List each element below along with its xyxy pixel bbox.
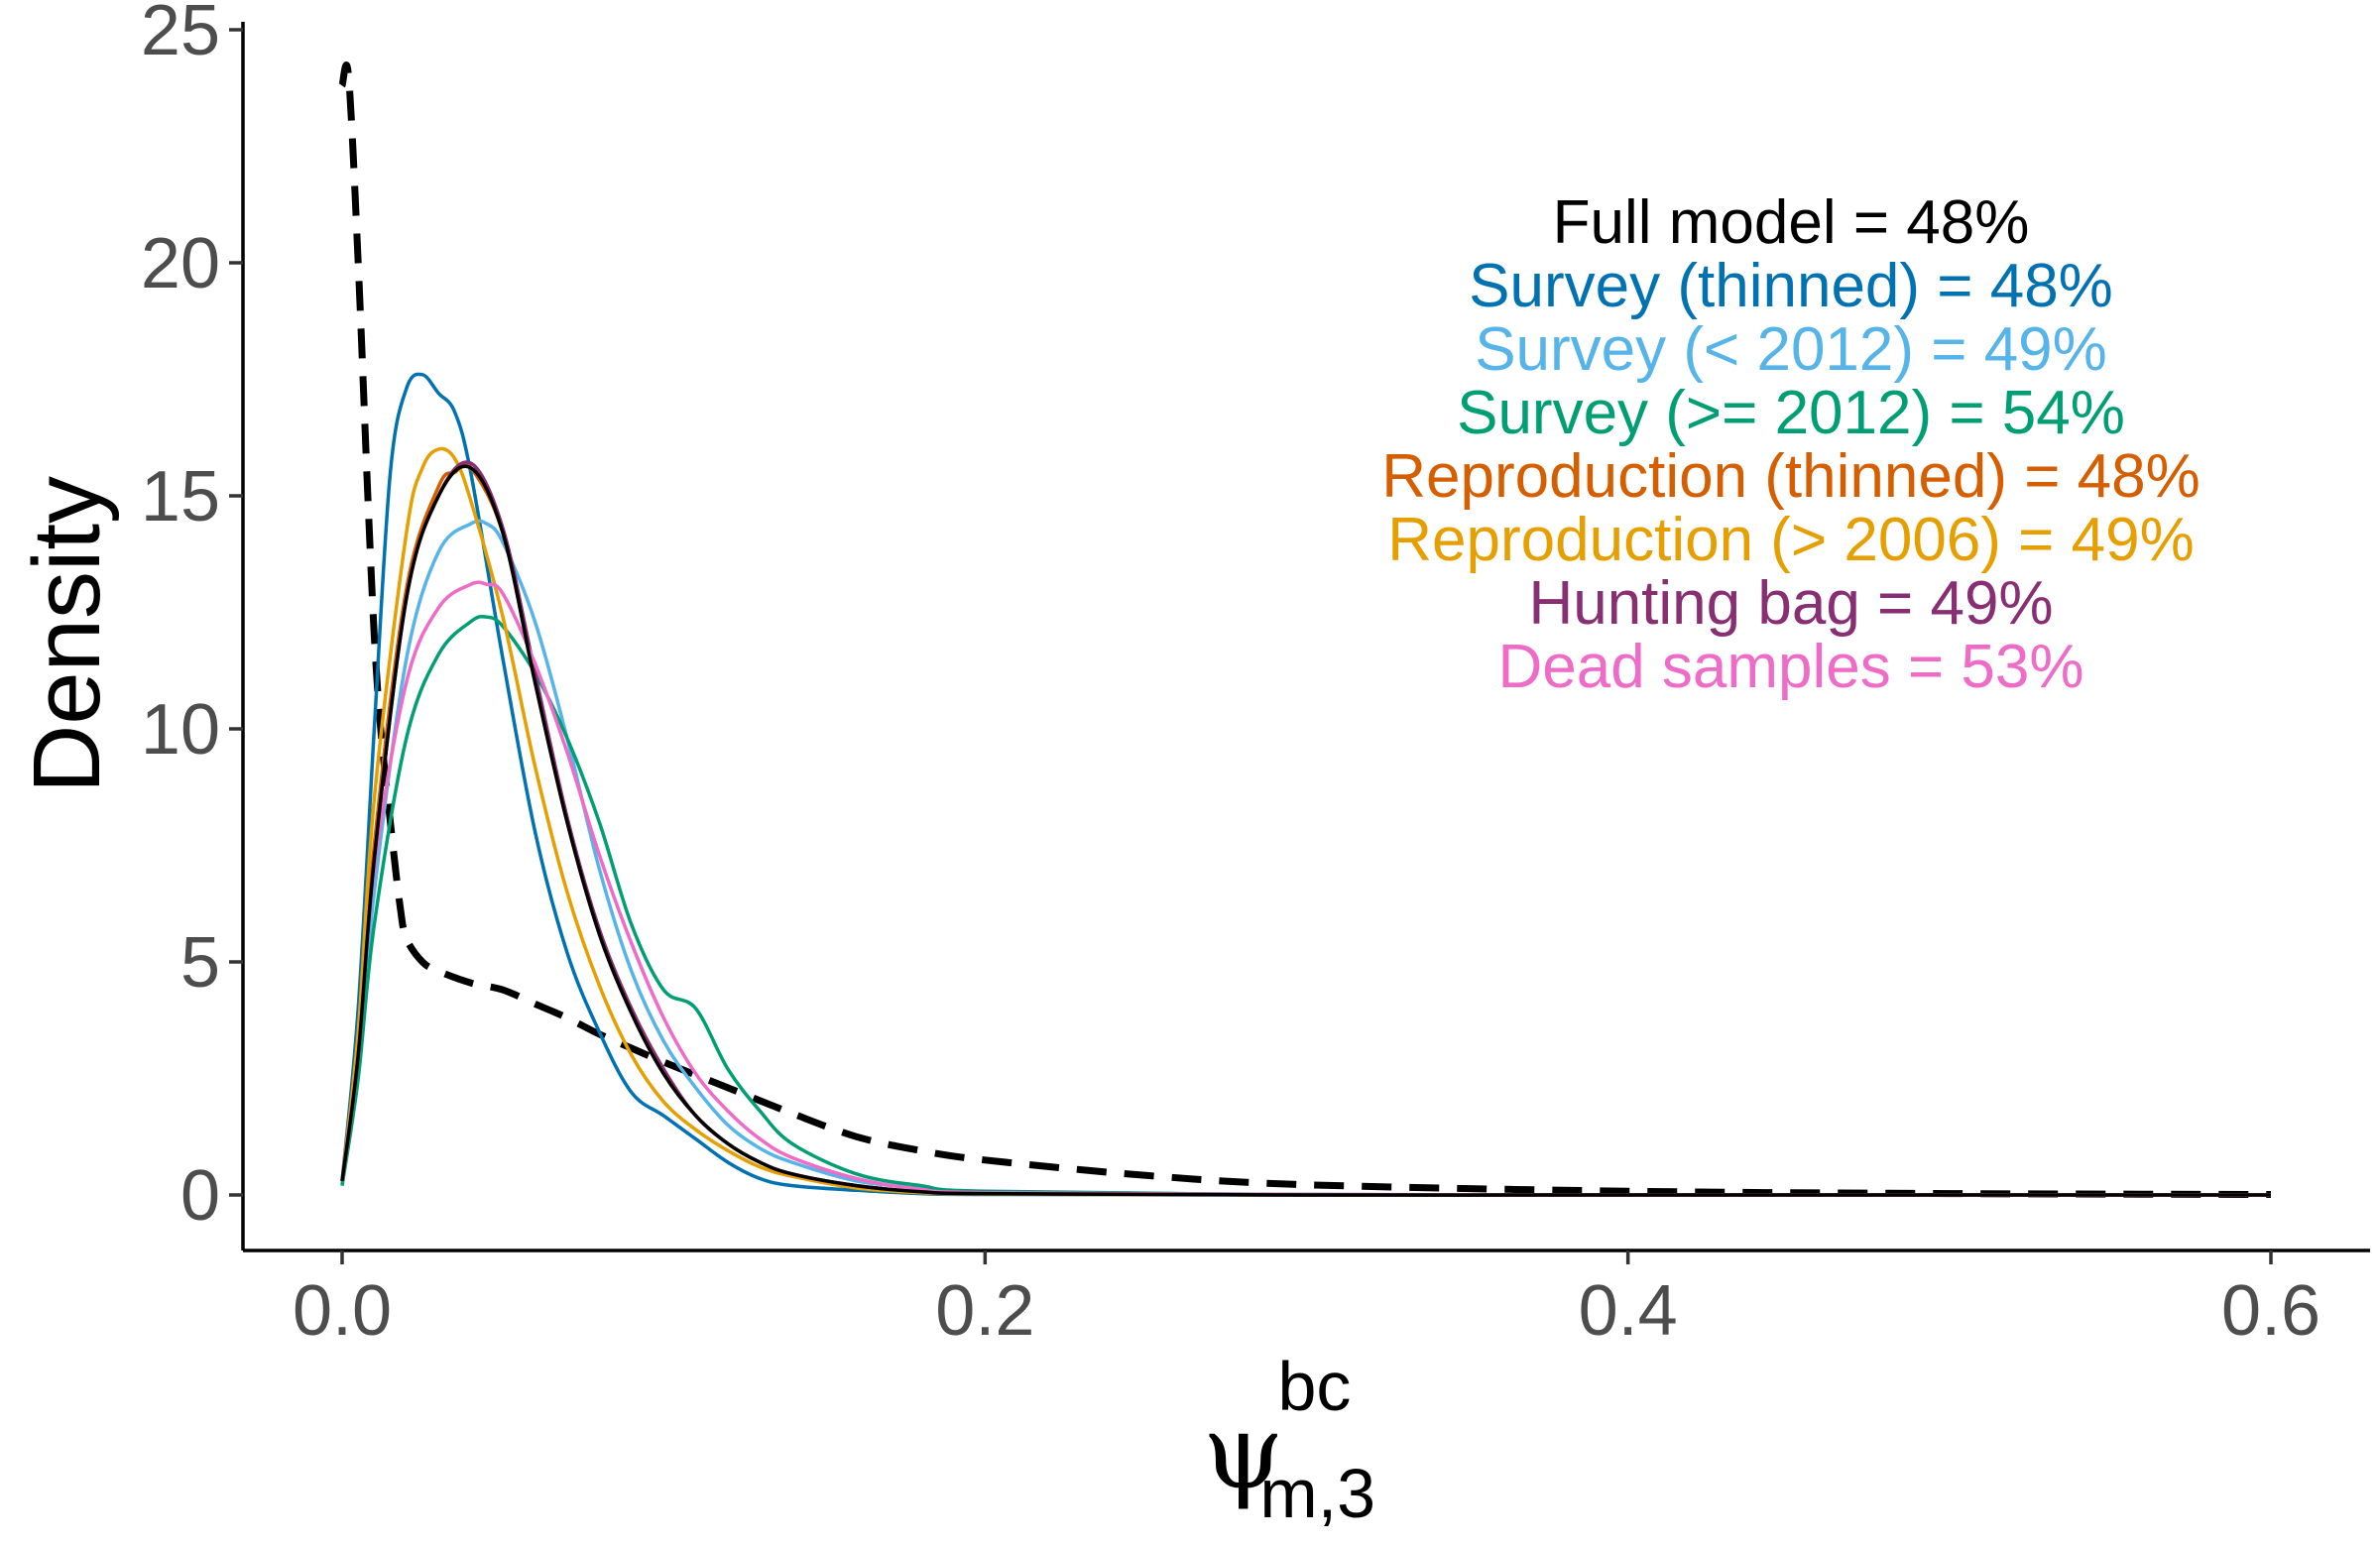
- y-tick-label: 10: [141, 690, 220, 770]
- series-line-full-model: [340, 464, 2271, 1197]
- series-line-survey-ge2012: [340, 614, 2271, 1197]
- x-tick-label: 0.2: [935, 1271, 1034, 1351]
- series-line-prior: [338, 61, 2272, 1198]
- y-axis-title: Density: [14, 476, 120, 793]
- x-axis-title-symbol: ψ: [1203, 1391, 1284, 1512]
- y-axis-ticks: 0 5 10 15 20 25: [141, 0, 243, 1236]
- x-axis-title: ψbc m,3: [1203, 1348, 1375, 1532]
- annotation-label: Dead samples = 53%: [1497, 633, 2083, 701]
- y-tick-label: 0: [180, 1156, 220, 1236]
- annotation-label: Survey (>= 2012) = 54%: [1457, 379, 2125, 447]
- x-tick-label: 0.4: [1579, 1271, 1678, 1351]
- y-tick-label: 25: [141, 0, 220, 70]
- annotations: Full model = 48%Survey (thinned) = 48%Su…: [1381, 188, 2200, 701]
- annotation-label: Full model = 48%: [1553, 188, 2030, 257]
- annotation-label: Survey (< 2012) = 49%: [1475, 315, 2107, 384]
- annotation-label: Survey (thinned) = 48%: [1469, 252, 2113, 320]
- x-axis-title-subscript: m,3: [1259, 1455, 1375, 1532]
- series-layer: [338, 61, 2272, 1198]
- annotation-label: Hunting bag = 49%: [1528, 569, 2053, 638]
- x-axis-title-superscript: bc: [1277, 1348, 1351, 1425]
- x-axis-ticks: 0.0 0.2 0.4 0.6: [293, 1250, 2320, 1351]
- annotation-label: Reproduction (thinned) = 48%: [1381, 442, 2200, 511]
- annotation-label: Reproduction (> 2006) = 49%: [1387, 506, 2194, 574]
- y-tick-label: 5: [180, 923, 220, 1003]
- x-tick-label: 0.6: [2221, 1271, 2320, 1351]
- y-tick-label: 15: [141, 457, 220, 536]
- y-tick-label: 20: [141, 224, 220, 303]
- x-tick-label: 0.0: [293, 1271, 392, 1351]
